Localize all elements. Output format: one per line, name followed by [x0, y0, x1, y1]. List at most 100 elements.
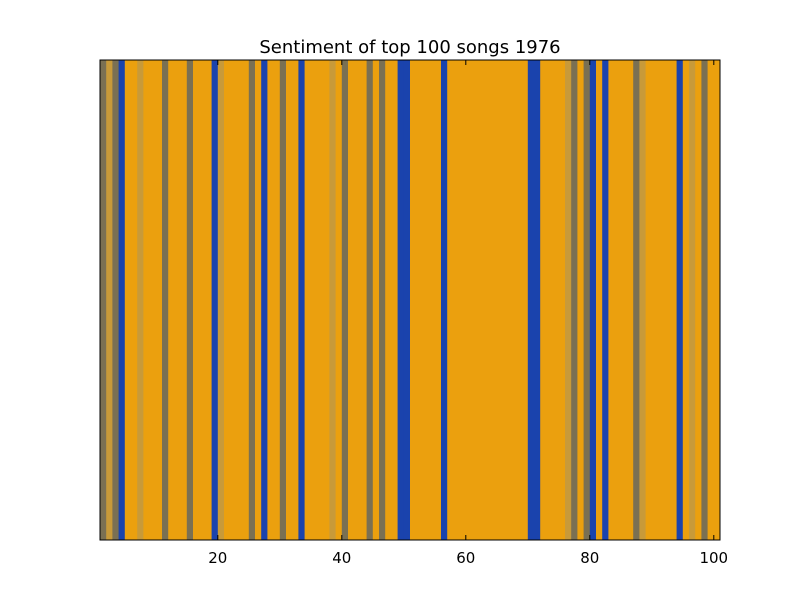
song-bar-96	[689, 60, 696, 540]
song-bar-42	[354, 60, 361, 540]
song-bar-90	[651, 60, 659, 540]
song-bar-98	[701, 60, 708, 540]
song-bar-33	[298, 60, 305, 540]
song-bar-78	[577, 60, 584, 540]
song-bar-75	[558, 60, 566, 540]
song-bar-11	[162, 60, 169, 540]
song-bar-47	[385, 60, 392, 540]
song-bar-25	[248, 60, 256, 540]
song-bar-3	[112, 60, 119, 540]
song-bar-97	[695, 60, 702, 540]
song-bar-76	[565, 60, 572, 540]
song-bar-45	[372, 60, 380, 540]
song-bar-88	[639, 60, 646, 540]
song-bar-91	[658, 60, 665, 540]
song-bar-48	[391, 60, 398, 540]
song-bar-100	[713, 60, 721, 540]
song-bar-29	[273, 60, 281, 540]
song-bar-2	[106, 60, 113, 540]
song-bar-63	[484, 60, 491, 540]
song-bar-18	[205, 60, 212, 540]
song-bar-38	[329, 60, 336, 540]
song-bar-43	[360, 60, 367, 540]
song-bar-22	[230, 60, 237, 540]
song-bar-4	[118, 60, 126, 540]
song-bar-92	[664, 60, 671, 540]
song-bar-99	[707, 60, 715, 540]
song-bar-32	[292, 60, 299, 540]
song-bar-56	[441, 60, 448, 540]
song-bar-72	[540, 60, 547, 540]
song-bar-10	[155, 60, 163, 540]
song-bar-26	[255, 60, 262, 540]
song-bar-12	[168, 60, 175, 540]
song-bar-20	[217, 60, 225, 540]
song-bar-36	[317, 60, 324, 540]
x-axis-ticks: 20 40 60 80 100	[208, 60, 728, 567]
song-bar-57	[447, 60, 454, 540]
song-bar-51	[410, 60, 417, 540]
song-bar-55	[434, 60, 442, 540]
song-bar-61	[472, 60, 479, 540]
song-bar-13	[174, 60, 181, 540]
song-bar-9	[149, 60, 157, 540]
song-bar-5	[124, 60, 132, 540]
song-bar-66	[503, 60, 510, 540]
song-bar-30	[279, 60, 287, 540]
song-bar-82	[602, 60, 609, 540]
song-bar-17	[199, 60, 206, 540]
song-bar-44	[366, 60, 374, 540]
song-bar-8	[143, 60, 150, 540]
song-bar-50	[403, 60, 411, 540]
song-bar-6	[131, 60, 138, 540]
song-bar-15	[186, 60, 194, 540]
song-bar-34	[304, 60, 312, 540]
song-bar-14	[180, 60, 188, 540]
song-bar-67	[509, 60, 516, 540]
song-bar-31	[286, 60, 293, 540]
song-bar-89	[645, 60, 653, 540]
song-bar-21	[224, 60, 231, 540]
song-bar-74	[552, 60, 560, 540]
song-bar-93	[670, 60, 677, 540]
song-bar-69	[521, 60, 529, 540]
song-bar-65	[496, 60, 504, 540]
song-bar-35	[310, 60, 318, 540]
song-bar-59	[459, 60, 467, 540]
x-tick-label-100: 100	[699, 549, 728, 567]
song-bar-58	[453, 60, 460, 540]
x-tick-label-20: 20	[208, 549, 227, 567]
song-bar-37	[323, 60, 330, 540]
song-bar-83	[608, 60, 615, 540]
song-bar-60	[465, 60, 473, 540]
song-bar-19	[211, 60, 219, 540]
song-bar-40	[341, 60, 349, 540]
song-bar-79	[583, 60, 591, 540]
song-bar-68	[515, 60, 522, 540]
song-bar-64	[490, 60, 498, 540]
x-tick-label-40: 40	[332, 549, 351, 567]
song-bar-39	[335, 60, 343, 540]
sentiment-bars	[100, 60, 721, 540]
song-bar-7	[137, 60, 144, 540]
song-bar-53	[422, 60, 429, 540]
song-bar-94	[676, 60, 684, 540]
song-bar-70	[527, 60, 535, 540]
song-bar-62	[478, 60, 485, 540]
song-bar-77	[571, 60, 578, 540]
song-bar-49	[397, 60, 405, 540]
song-bar-86	[627, 60, 634, 540]
song-bar-16	[193, 60, 200, 540]
song-bar-85	[620, 60, 628, 540]
song-bar-1	[100, 60, 107, 540]
song-bar-84	[614, 60, 622, 540]
song-bar-54	[428, 60, 436, 540]
song-bar-73	[546, 60, 553, 540]
song-bar-95	[682, 60, 690, 540]
song-bar-23	[236, 60, 243, 540]
song-bar-81	[596, 60, 603, 540]
song-bar-71	[534, 60, 541, 540]
plot-frame	[99, 59, 721, 541]
song-bar-80	[589, 60, 597, 540]
